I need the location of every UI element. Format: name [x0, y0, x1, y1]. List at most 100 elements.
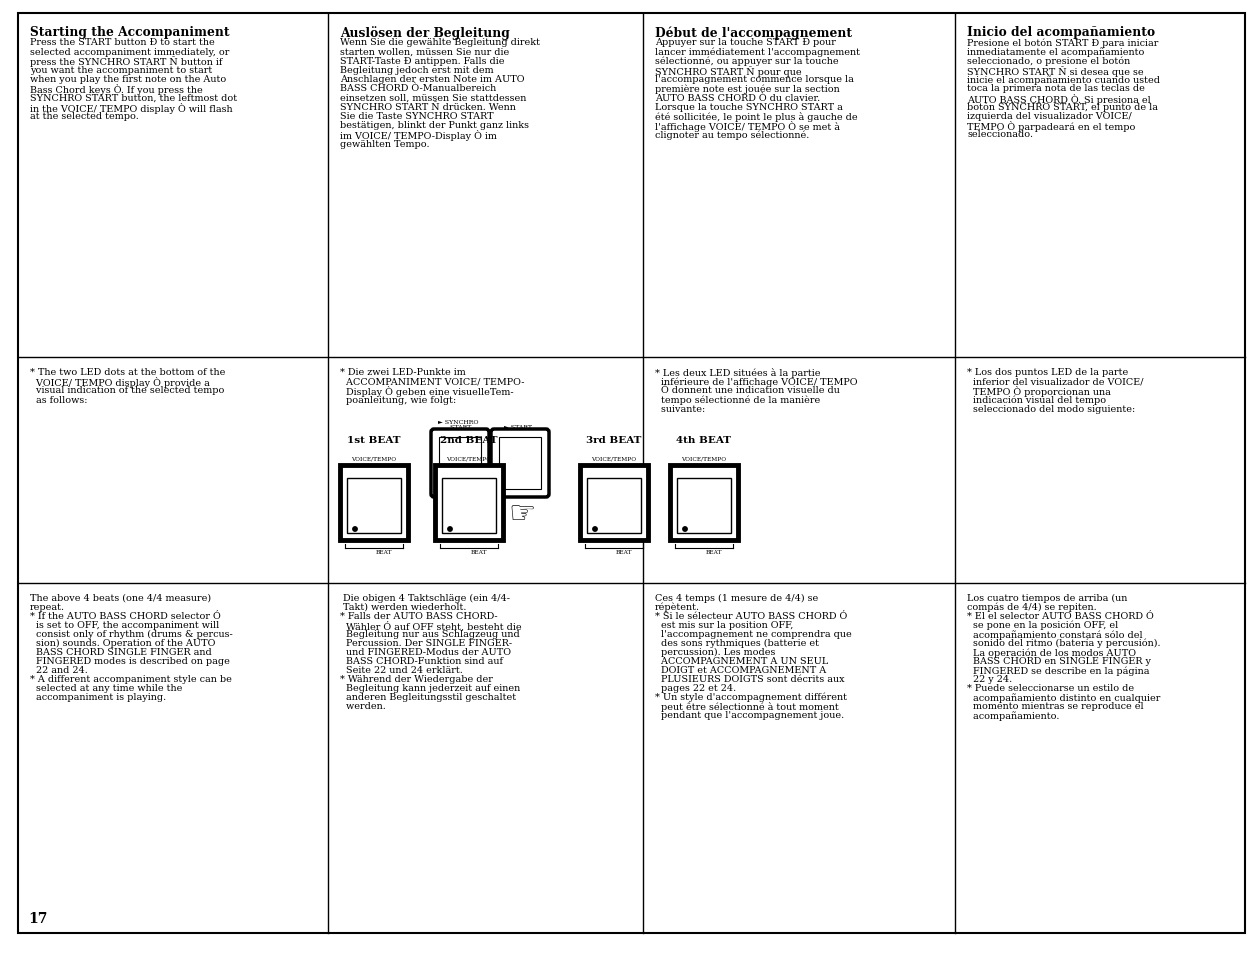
Text: ☞: ☞: [508, 499, 536, 529]
Text: FINGERED se describe en la página: FINGERED se describe en la página: [966, 665, 1149, 675]
Text: BEAT: BEAT: [471, 550, 488, 555]
Text: 3rd BEAT: 3rd BEAT: [586, 436, 641, 444]
Text: you want the accompaniment to start: you want the accompaniment to start: [30, 66, 212, 75]
Text: BASS CHORD en SINGLE FINGER y: BASS CHORD en SINGLE FINGER y: [966, 657, 1150, 665]
Bar: [499, 437, 541, 490]
Text: und FINGERED-Modus der AUTO: und FINGERED-Modus der AUTO: [340, 647, 512, 657]
Text: suivante:: suivante:: [655, 404, 706, 414]
Text: BEAT: BEAT: [616, 550, 633, 555]
Text: Die obigen 4 Taktschläge (ein 4/4-: Die obigen 4 Taktschläge (ein 4/4-: [340, 594, 510, 602]
Text: seleccionado.: seleccionado.: [966, 131, 1033, 139]
Text: BASS CHORD SINGLE FINGER and: BASS CHORD SINGLE FINGER and: [30, 647, 212, 657]
Text: at the selected tempo.: at the selected tempo.: [30, 112, 139, 121]
Text: botón SYNCHRO START, el punto de la: botón SYNCHRO START, el punto de la: [966, 103, 1158, 112]
Text: Wähler Ó auf OFF steht, besteht die: Wähler Ó auf OFF steht, besteht die: [340, 620, 522, 631]
Text: START-Taste Ð antippen. Falls die: START-Taste Ð antippen. Falls die: [340, 56, 504, 66]
Text: Begleitung kann jederzeit auf einen: Begleitung kann jederzeit auf einen: [340, 683, 520, 692]
Text: VOICE/ TEMPO display Ò provide a: VOICE/ TEMPO display Ò provide a: [30, 376, 210, 388]
Text: selected accompaniment immediately, or: selected accompaniment immediately, or: [30, 48, 229, 56]
Text: starten wollen, müssen Sie nur die: starten wollen, müssen Sie nur die: [340, 48, 509, 56]
Text: acompañamiento.: acompañamiento.: [966, 710, 1060, 720]
Text: répètent.: répètent.: [655, 602, 701, 612]
Bar: [442, 478, 496, 534]
Text: pages 22 et 24.: pages 22 et 24.: [655, 683, 736, 692]
Text: repeat.: repeat.: [30, 602, 66, 612]
Text: Wenn Sie die gewählte Begleitung direkt: Wenn Sie die gewählte Begleitung direkt: [340, 38, 541, 48]
Text: été sollicitée, le point le plus à gauche de: été sollicitée, le point le plus à gauch…: [655, 112, 858, 122]
Text: AUTO BASS CHORD Ò du clavier.: AUTO BASS CHORD Ò du clavier.: [655, 93, 820, 102]
Text: Sie die Taste SYNCHRO START: Sie die Taste SYNCHRO START: [340, 112, 494, 121]
Text: l'accompagnement ne comprendra que: l'accompagnement ne comprendra que: [655, 629, 852, 639]
Text: clignoter au tempo sélectionné.: clignoter au tempo sélectionné.: [655, 131, 809, 140]
Text: * Puede seleccionarse un estilo de: * Puede seleccionarse un estilo de: [966, 683, 1134, 692]
Text: Inicio del acompañamiento: Inicio del acompañamiento: [966, 26, 1155, 39]
Text: pendant que l'accompagnement joue.: pendant que l'accompagnement joue.: [655, 710, 844, 720]
Text: SYNCHRO START Ñ drücken. Wenn: SYNCHRO START Ñ drücken. Wenn: [340, 103, 515, 112]
Text: * A different accompaniment style can be: * A different accompaniment style can be: [30, 675, 232, 683]
Text: BASS CHORD-Funktion sind auf: BASS CHORD-Funktion sind auf: [340, 657, 503, 665]
Text: percussion). Les modes: percussion). Les modes: [655, 647, 775, 657]
Text: Début de l'accompagnement: Début de l'accompagnement: [655, 26, 852, 39]
Text: when you play the first note on the Auto: when you play the first note on the Auto: [30, 75, 227, 84]
Text: FINGERED modes is described on page: FINGERED modes is described on page: [30, 657, 229, 665]
Text: seleccionado, o presione el botón: seleccionado, o presione el botón: [966, 56, 1130, 66]
Text: * Während der Wiedergabe der: * Während der Wiedergabe der: [340, 675, 493, 683]
Text: Begleitung nur aus Schlagzeug und: Begleitung nur aus Schlagzeug und: [340, 629, 519, 639]
Text: is set to OFF, the accompaniment will: is set to OFF, the accompaniment will: [30, 620, 219, 629]
Text: Auslösen der Begleitung: Auslösen der Begleitung: [340, 26, 510, 40]
Text: BEAT: BEAT: [706, 550, 722, 555]
Text: Lorsque la touche SYNCHRO START a: Lorsque la touche SYNCHRO START a: [655, 103, 843, 112]
Text: ► SYNCHRO
   START: ► SYNCHRO START: [437, 419, 479, 430]
Text: ACCOMPANIMENT VOICE/ TEMPO-: ACCOMPANIMENT VOICE/ TEMPO-: [340, 376, 524, 386]
Text: accompaniment is playing.: accompaniment is playing.: [30, 692, 166, 701]
Text: 22 and 24.: 22 and 24.: [30, 665, 88, 675]
Text: inférieure de l'affichage VOICE/ TEMPO: inférieure de l'affichage VOICE/ TEMPO: [655, 376, 858, 386]
Text: * Les deux LED situées à la partie: * Les deux LED situées à la partie: [655, 368, 820, 377]
Text: 1st BEAT: 1st BEAT: [348, 436, 401, 444]
FancyBboxPatch shape: [491, 430, 549, 497]
Text: consist only of rhythm (drums & percus-: consist only of rhythm (drums & percus-: [30, 629, 233, 639]
Text: lancer immédiatement l'accompagnement: lancer immédiatement l'accompagnement: [655, 48, 861, 57]
Text: est mis sur la position OFF,: est mis sur la position OFF,: [655, 620, 794, 629]
Text: BASS CHORD Ò-Manualbereich: BASS CHORD Ò-Manualbereich: [340, 84, 496, 93]
Text: seleccionado del modo siguiente:: seleccionado del modo siguiente:: [966, 404, 1135, 414]
Text: VOICE/TEMPO: VOICE/TEMPO: [352, 456, 397, 461]
Text: Ces 4 temps (1 mesure de 4/4) se: Ces 4 temps (1 mesure de 4/4) se: [655, 594, 818, 602]
Text: sélectionné, ou appuyer sur la touche: sélectionné, ou appuyer sur la touche: [655, 56, 839, 66]
Text: SYNCHRO START Ñ si desea que se: SYNCHRO START Ñ si desea que se: [966, 66, 1144, 76]
Text: compás de 4/4) se repiten.: compás de 4/4) se repiten.: [966, 602, 1096, 612]
Text: 2nd BEAT: 2nd BEAT: [440, 436, 498, 444]
Bar: [580, 465, 648, 540]
Text: Anschlagen der ersten Note im AUTO: Anschlagen der ersten Note im AUTO: [340, 75, 524, 84]
Bar: [587, 478, 641, 534]
Text: VOICE/TEMPO: VOICE/TEMPO: [682, 456, 727, 461]
Text: ACCOMPAGNEMENT A UN SEUL: ACCOMPAGNEMENT A UN SEUL: [655, 657, 828, 665]
Text: sion) sounds. Operation of the AUTO: sion) sounds. Operation of the AUTO: [30, 639, 215, 647]
Text: Starting the Accompaniment: Starting the Accompaniment: [30, 26, 229, 39]
Text: * El el selector AUTO BASS CHORD Ó: * El el selector AUTO BASS CHORD Ó: [966, 612, 1154, 620]
Text: acompañamiento constará sólo del: acompañamiento constará sólo del: [966, 629, 1143, 639]
Text: Begleitung jedoch erst mit dem: Begleitung jedoch erst mit dem: [340, 66, 494, 75]
Text: momento mientras se reproduce el: momento mientras se reproduce el: [966, 701, 1144, 710]
Bar: [438, 437, 481, 490]
Text: * If the AUTO BASS CHORD selector Ó: * If the AUTO BASS CHORD selector Ó: [30, 612, 220, 620]
Text: Takt) werden wiederholt.: Takt) werden wiederholt.: [340, 602, 466, 612]
Text: gewählten Tempo.: gewählten Tempo.: [340, 139, 430, 149]
Text: Display Ò geben eine visuelleTem-: Display Ò geben eine visuelleTem-: [340, 386, 514, 397]
FancyBboxPatch shape: [431, 430, 489, 497]
Text: 4th BEAT: 4th BEAT: [677, 436, 732, 444]
Bar: [435, 465, 503, 540]
Text: 17: 17: [28, 911, 48, 925]
Text: inmediatamente el acompañamiento: inmediatamente el acompañamiento: [966, 48, 1144, 57]
Text: selected at any time while the: selected at any time while the: [30, 683, 183, 692]
Text: PLUSIEURS DOIGTS sont décrits aux: PLUSIEURS DOIGTS sont décrits aux: [655, 675, 844, 683]
Text: VOICE/TEMPO: VOICE/TEMPO: [446, 456, 491, 461]
Text: ► START: ► START: [504, 424, 532, 430]
Text: AUTO BASS CHORD Ò. Si presiona el: AUTO BASS CHORD Ò. Si presiona el: [966, 93, 1150, 105]
Text: visual indication of the selected tempo: visual indication of the selected tempo: [30, 386, 224, 395]
Text: poanleitung, wie folgt:: poanleitung, wie folgt:: [340, 395, 456, 404]
Bar: [340, 465, 408, 540]
Text: BEAT: BEAT: [375, 550, 392, 555]
Text: 22 y 24.: 22 y 24.: [966, 675, 1012, 683]
Text: anderen Begleitungsstil geschaltet: anderen Begleitungsstil geschaltet: [340, 692, 517, 701]
